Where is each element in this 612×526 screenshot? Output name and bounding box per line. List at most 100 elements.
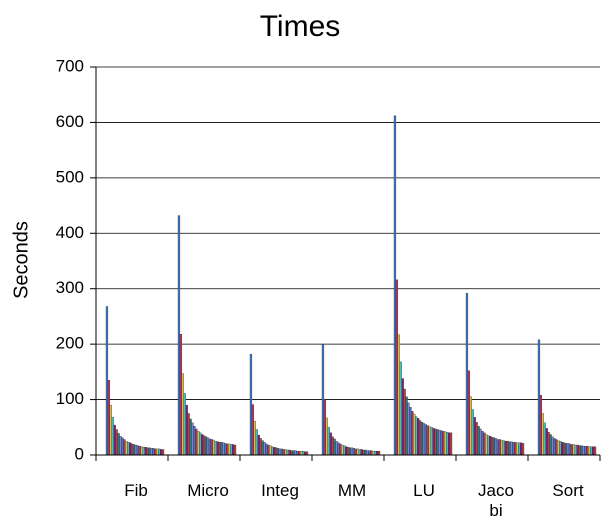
bar — [280, 448, 284, 456]
bar — [345, 446, 348, 456]
bar — [512, 442, 515, 456]
bar — [274, 447, 278, 456]
bar — [341, 444, 344, 456]
bar — [570, 444, 573, 456]
bar — [117, 433, 120, 456]
bar — [189, 418, 192, 456]
bar — [107, 380, 111, 456]
bar — [288, 449, 291, 456]
bar — [399, 361, 402, 456]
bar — [327, 427, 330, 456]
bar — [158, 448, 161, 456]
bar — [370, 450, 373, 456]
bar — [477, 426, 480, 456]
bar — [335, 440, 338, 456]
bar — [473, 417, 476, 456]
bar — [138, 445, 141, 456]
bar — [282, 449, 285, 456]
bar — [208, 438, 212, 456]
bar — [485, 434, 488, 456]
bar — [127, 442, 130, 456]
bar — [498, 439, 501, 456]
bar — [111, 417, 114, 456]
bar — [231, 444, 235, 456]
bar — [557, 440, 560, 456]
bar — [130, 443, 134, 456]
bar — [273, 447, 276, 456]
bar — [504, 440, 507, 456]
bar — [360, 449, 363, 456]
bar — [366, 450, 369, 456]
bar — [228, 443, 231, 456]
bar — [199, 432, 202, 456]
bar — [413, 413, 416, 456]
x-tick-label: Micro — [187, 481, 229, 500]
bar — [276, 448, 280, 456]
x-tick-label: Jacobi — [478, 481, 514, 520]
bar — [393, 115, 397, 456]
bar — [418, 420, 422, 456]
bar — [415, 416, 418, 456]
bar — [559, 440, 562, 456]
bar — [343, 445, 346, 456]
bar — [350, 447, 354, 456]
bar — [442, 431, 445, 456]
bar — [586, 445, 589, 456]
bar — [516, 442, 519, 456]
x-tick-label: Integ — [261, 481, 299, 500]
bar — [325, 417, 328, 456]
bar — [420, 422, 424, 456]
bar — [204, 436, 208, 456]
y-tick-label: 400 — [56, 223, 84, 242]
bar — [253, 421, 256, 456]
y-tick-label: 100 — [56, 389, 84, 408]
bar — [119, 436, 122, 456]
bar — [518, 442, 521, 456]
bar — [432, 428, 435, 456]
bar — [434, 428, 437, 456]
bar — [255, 429, 258, 456]
bar — [508, 441, 511, 456]
bar — [115, 429, 118, 456]
bar — [543, 422, 546, 456]
bar — [159, 449, 163, 456]
bar — [109, 404, 112, 456]
bar — [263, 442, 266, 456]
bar — [105, 306, 109, 456]
bar — [506, 440, 509, 456]
x-tick-label: LU — [413, 481, 435, 500]
bar — [580, 445, 583, 456]
bar — [500, 439, 503, 456]
y-tick-label: 500 — [56, 167, 84, 186]
bar — [346, 447, 350, 456]
bar — [216, 441, 219, 456]
bar — [121, 437, 124, 456]
y-tick-label: 300 — [56, 278, 84, 297]
bar — [407, 402, 410, 456]
bar — [519, 442, 523, 456]
bar — [265, 443, 268, 456]
bar — [471, 409, 474, 456]
bar — [290, 450, 293, 456]
bar — [222, 442, 225, 456]
bar — [206, 437, 210, 456]
bar — [269, 445, 272, 456]
bar — [292, 450, 295, 456]
bar — [356, 448, 359, 456]
bar — [267, 444, 270, 456]
bar — [475, 422, 478, 456]
bar — [201, 434, 204, 456]
bar — [195, 428, 198, 456]
bar — [551, 436, 554, 456]
bar — [123, 439, 126, 456]
bar — [148, 447, 151, 456]
bar — [113, 424, 116, 456]
y-tick-label: 700 — [56, 56, 84, 75]
bar — [177, 215, 181, 456]
bar — [179, 334, 183, 456]
bar — [358, 449, 361, 456]
bar — [510, 441, 513, 456]
chart-title: Times — [260, 10, 341, 43]
bar — [479, 428, 482, 456]
